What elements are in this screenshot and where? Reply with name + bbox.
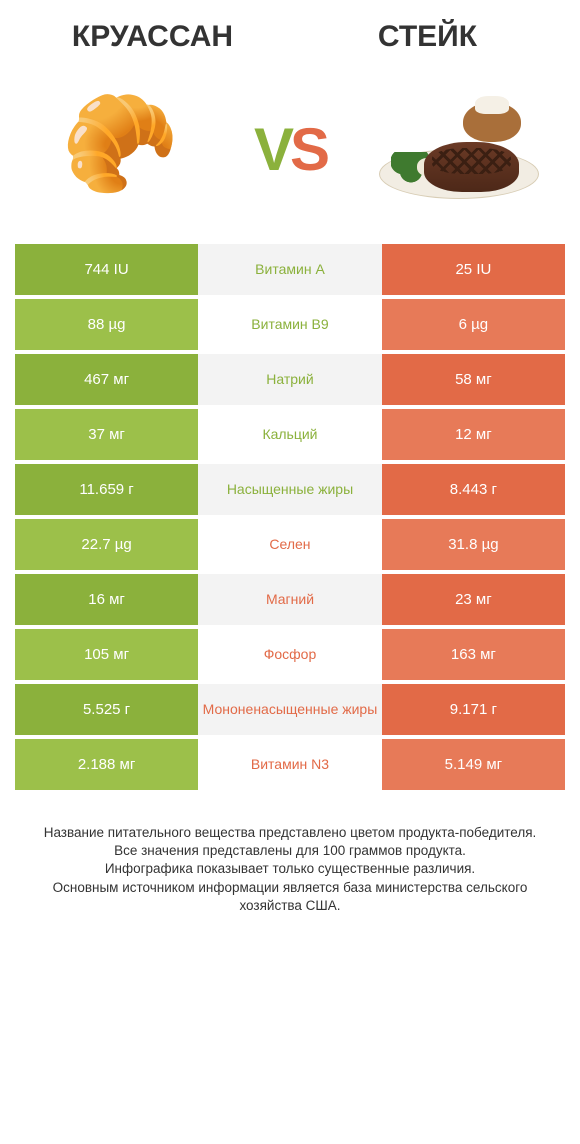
value-right: 9.171 г xyxy=(382,684,565,735)
nutrient-label: Магний xyxy=(198,574,382,625)
nutrient-label: Фосфор xyxy=(198,629,382,680)
value-left: 88 µg xyxy=(15,299,198,350)
nutrient-label: Кальций xyxy=(198,409,382,460)
nutrient-label: Мононенасыщенные жиры xyxy=(198,684,382,735)
infographic-container: КРУАССАН СТЕЙК VS 744 IUВитамин A25 IU88… xyxy=(0,0,580,1144)
vs-label: VS xyxy=(254,115,326,184)
nutrient-label: Витамин N3 xyxy=(198,739,382,790)
value-left: 22.7 µg xyxy=(15,519,198,570)
value-right: 23 мг xyxy=(382,574,565,625)
croissant-icon xyxy=(51,99,191,199)
footer-line: Все значения представлены для 100 граммо… xyxy=(25,842,555,860)
table-row: 22.7 µgСелен31.8 µg xyxy=(15,519,565,570)
value-right: 5.149 мг xyxy=(382,739,565,790)
value-left: 5.525 г xyxy=(15,684,198,735)
table-row: 88 µgВитамин B96 µg xyxy=(15,299,565,350)
footer-line: Инфографика показывает только существенн… xyxy=(25,860,555,878)
images-row: VS xyxy=(15,84,565,214)
steak-icon xyxy=(379,94,539,204)
vs-s: S xyxy=(290,116,326,183)
footer-line: Название питательного вещества представл… xyxy=(25,824,555,842)
value-left: 11.659 г xyxy=(15,464,198,515)
value-left: 105 мг xyxy=(15,629,198,680)
value-left: 37 мг xyxy=(15,409,198,460)
value-right: 8.443 г xyxy=(382,464,565,515)
value-left: 467 мг xyxy=(15,354,198,405)
value-left: 744 IU xyxy=(15,244,198,295)
nutrient-table: 744 IUВитамин A25 IU88 µgВитамин B96 µg4… xyxy=(15,244,565,794)
nutrient-label: Насыщенные жиры xyxy=(198,464,382,515)
table-row: 467 мгНатрий58 мг xyxy=(15,354,565,405)
value-left: 16 мг xyxy=(15,574,198,625)
steak-image xyxy=(379,84,539,214)
title-left: КРУАССАН xyxy=(15,20,290,54)
table-row: 744 IUВитамин A25 IU xyxy=(15,244,565,295)
table-row: 11.659 гНасыщенные жиры8.443 г xyxy=(15,464,565,515)
vs-v: V xyxy=(254,116,290,183)
table-row: 37 мгКальций12 мг xyxy=(15,409,565,460)
value-right: 58 мг xyxy=(382,354,565,405)
value-right: 31.8 µg xyxy=(382,519,565,570)
table-row: 2.188 мгВитамин N35.149 мг xyxy=(15,739,565,790)
header-row: КРУАССАН СТЕЙК xyxy=(15,20,565,54)
footer-note: Название питательного вещества представл… xyxy=(15,824,565,915)
value-right: 163 мг xyxy=(382,629,565,680)
value-right: 25 IU xyxy=(382,244,565,295)
nutrient-label: Витамин B9 xyxy=(198,299,382,350)
nutrient-label: Витамин A xyxy=(198,244,382,295)
nutrient-label: Селен xyxy=(198,519,382,570)
footer-line: Основным источником информации является … xyxy=(25,879,555,915)
table-row: 5.525 гМононенасыщенные жиры9.171 г xyxy=(15,684,565,735)
nutrient-label: Натрий xyxy=(198,354,382,405)
value-right: 6 µg xyxy=(382,299,565,350)
croissant-image xyxy=(41,84,201,214)
table-row: 105 мгФосфор163 мг xyxy=(15,629,565,680)
value-right: 12 мг xyxy=(382,409,565,460)
value-left: 2.188 мг xyxy=(15,739,198,790)
title-right: СТЕЙК xyxy=(290,20,565,54)
table-row: 16 мгМагний23 мг xyxy=(15,574,565,625)
